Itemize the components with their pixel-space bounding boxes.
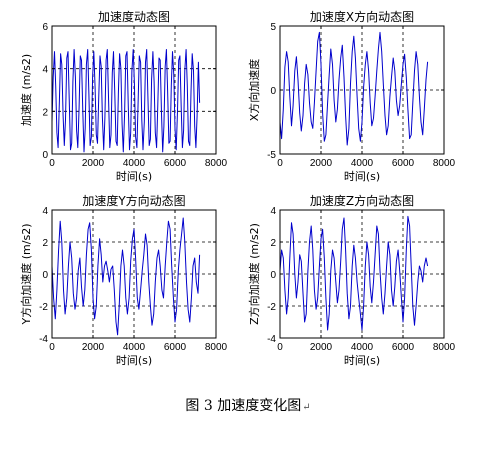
x-tick-label: 6000 [164,158,187,169]
x-tick-label: 8000 [205,342,228,353]
y-tick-label: -5 [267,150,276,161]
chart-title: 加速度动态图 [98,9,170,24]
x-tick-label: 2000 [82,158,105,169]
y-tick-label: 4 [42,206,48,217]
x-tick-label: 2000 [310,158,333,169]
chart-title: 加速度Z方向动态图 [310,193,414,208]
x-tick-label: 8000 [205,158,228,169]
y-tick-label: 2 [270,238,276,249]
x-tick-label: 0 [277,158,283,169]
x-tick-label: 0 [49,158,55,169]
series-line [279,31,429,146]
x-tick-label: 2000 [82,342,105,353]
x-tick-label: 6000 [392,342,415,353]
y-tick-label: 4 [42,65,48,76]
x-tick-label: 4000 [351,158,374,169]
x-tick-label: 4000 [351,342,374,353]
x-axis-label: 时间(s) [116,170,152,183]
y-axis-label: Y方向加速度 (m/s2) [19,224,33,326]
y-axis-label: X方向加速度 [247,59,261,122]
y-tick-label: 2 [42,107,48,118]
chart-title: 加速度Y方向动态图 [82,193,185,208]
y-tick-label: -4 [39,334,48,345]
x-tick-label: 0 [49,342,55,353]
x-tick-label: 8000 [433,342,456,353]
y-axis-label: 加速度 (m/s2) [19,54,33,126]
x-tick-label: 6000 [392,158,415,169]
y-tick-label: 0 [270,270,276,281]
y-tick-label: 6 [42,22,48,33]
x-tick-label: 2000 [310,342,333,353]
series-line [51,217,201,336]
figure-caption: 图 3 加速度变化图↵ [0,395,496,415]
x-axis-label: 时间(s) [344,170,380,183]
series-line [279,215,429,331]
figure-caption-text: 图 3 加速度变化图 [185,398,302,414]
x-tick-label: 8000 [433,158,456,169]
y-tick-label: 4 [270,206,276,217]
y-tick-label: -4 [267,334,276,345]
x-axis-label: 时间(s) [116,354,152,367]
x-tick-label: 4000 [123,342,146,353]
y-tick-label: 0 [42,150,48,161]
x-tick-label: 0 [277,342,283,353]
return-mark-icon: ↵ [302,402,311,413]
chart-panel-x-acceleration: 0 2000 4000 6000 8000-505加速度X方向动态图时间(s)X方向加速… [247,9,456,183]
y-tick-label: 0 [42,270,48,281]
series-line [51,49,201,153]
x-axis-label: 时间(s) [344,354,380,367]
y-axis-label: Z方向加速度 (m/s2) [247,223,261,325]
chart-title: 加速度X方向动态图 [310,9,414,24]
x-tick-label: 4000 [123,158,146,169]
plot-area [280,26,444,154]
y-tick-label: 2 [42,238,48,249]
y-tick-label: -2 [267,302,276,313]
x-tick-label: 6000 [164,342,187,353]
y-tick-label: 0 [270,86,276,97]
y-tick-label: 5 [270,22,276,33]
y-tick-label: -2 [39,302,48,313]
